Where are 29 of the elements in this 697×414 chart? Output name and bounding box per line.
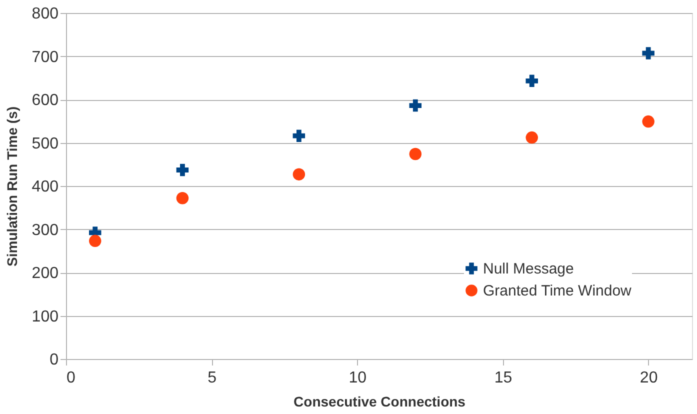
point [292,130,306,142]
y-tick-label: 500 [32,135,59,152]
point [176,192,189,204]
x-axis-title: Consecutive Connections [294,394,466,410]
x-tick-label: 15 [494,370,512,386]
point [642,115,654,128]
y-tick-label: 200 [32,265,59,282]
point [88,234,102,248]
x-tick-label: 0 [66,370,76,386]
y-tick-label: 0 [50,352,59,368]
point [526,74,538,88]
y-axis-title: Simulation Run Time (s) [4,106,20,266]
x-tick-label: 20 [640,370,658,386]
point [176,164,189,176]
x-tick-label: 5 [208,370,217,386]
point [292,168,306,180]
point [642,47,654,60]
y-tick-label: 400 [32,178,59,196]
legend-label: Null Message [483,260,574,278]
y-tick-label: 600 [32,92,59,109]
x-tick-label: 10 [348,370,367,386]
legend-label: Granted Time Window [483,282,632,300]
y-tick-label: 800 [32,6,59,22]
y-tick-label: 300 [32,222,59,239]
point [526,131,538,144]
point [409,99,422,112]
y-tick-label: 700 [32,48,59,66]
point [409,148,422,160]
y-tick-label: 100 [32,308,59,326]
